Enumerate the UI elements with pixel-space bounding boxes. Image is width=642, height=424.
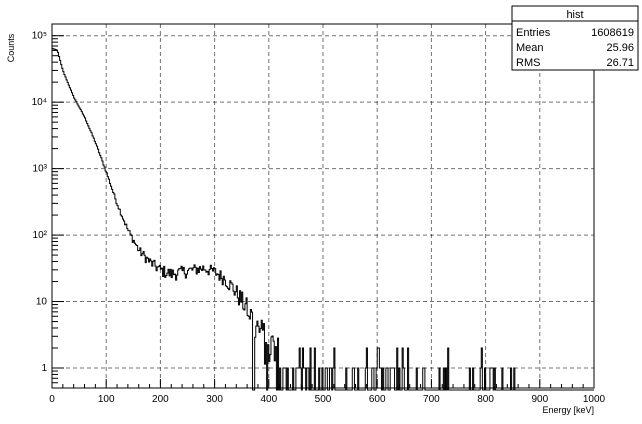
y-tick-label: 10³ [33,164,48,175]
stats-label-rms: RMS [516,57,540,69]
histogram-trace [52,47,594,391]
x-tick-label: 800 [477,394,494,405]
x-tick-label: 0 [49,394,55,405]
axes: 0 100 200 300 400 500 600 700 800 900 1000 1 10 10² 10… [32,31,606,405]
stats-title: hist [566,9,583,21]
grid-lines [52,24,594,388]
y-tick-label: 1 [41,363,47,374]
stats-label-mean: Mean [516,42,544,54]
stats-value-mean: 25.96 [606,42,634,54]
x-axis-title: Energy [keV] [542,405,594,415]
y-tick-label: 10 [36,297,48,308]
x-tick-label: 100 [98,394,115,405]
stats-label-entries: Entries [516,27,551,39]
stats-value-rms: 26.71 [606,57,634,69]
histogram-line [52,47,594,391]
x-tick-label: 200 [152,394,169,405]
y-tick-label: 10² [33,230,48,241]
x-tick-label: 700 [423,394,440,405]
x-tick-label: 300 [206,394,223,405]
y-tick-label: 10⁵ [32,31,47,42]
x-tick-label: 1000 [583,394,606,405]
x-tick-label: 900 [531,394,548,405]
x-tick-label: 400 [260,394,277,405]
y-axis-title: Counts [6,33,16,62]
x-tick-label: 600 [369,394,386,405]
y-tick-label: 10⁴ [32,97,47,108]
stats-box-frame [511,5,639,71]
stats-box: hist Entries 1608619 Mean 25.96 RMS 26.7… [511,5,639,71]
x-tick-label: 500 [315,394,332,405]
stats-value-entries: 1608619 [591,27,634,39]
